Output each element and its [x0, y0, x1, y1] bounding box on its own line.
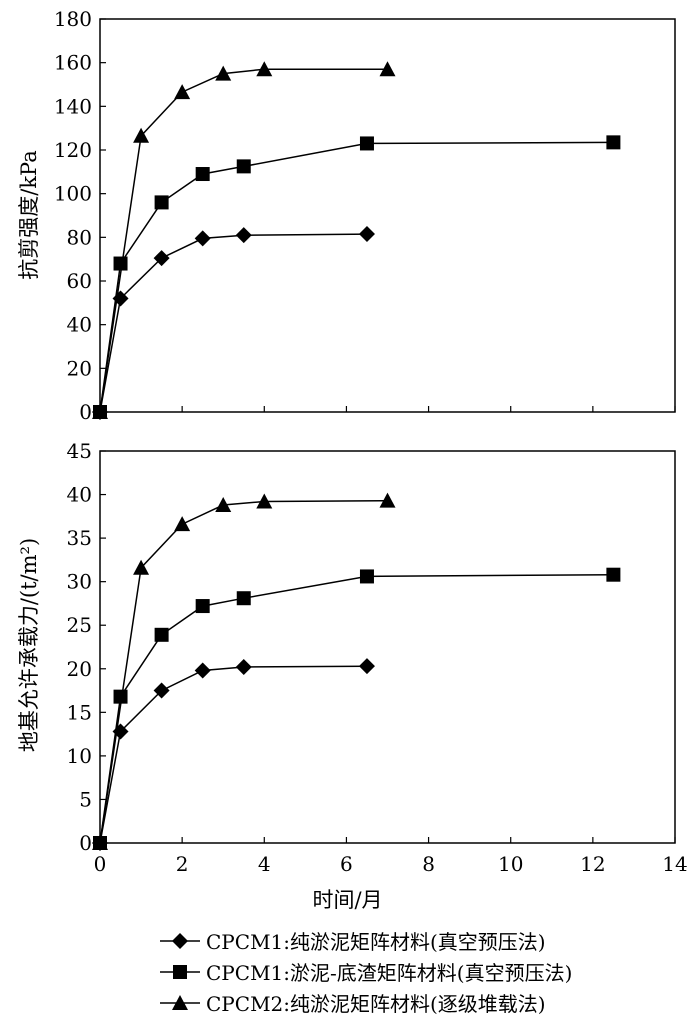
legend-label: CPCM1:纯淤泥矩阵材料(真空预压法) [206, 930, 546, 954]
y-tick-label: 40 [67, 313, 92, 337]
plot-frame-1 [99, 18, 676, 413]
data-point-square [154, 627, 169, 642]
x-tick-label: 6 [340, 852, 353, 876]
data-point-triangle [215, 497, 232, 513]
data-point-square [359, 136, 374, 151]
y-tick-label: 40 [67, 483, 92, 507]
legend-item-square: CPCM1:淤泥-底渣矩阵材料(真空预压法) [160, 956, 660, 987]
data-point-triangle [215, 65, 232, 81]
y-tick-label: 20 [67, 356, 92, 380]
series-line-triangle [99, 499, 388, 844]
data-point-triangle [92, 404, 108, 419]
x-tick-label: 8 [422, 852, 435, 876]
y-tick-label: 0 [79, 400, 92, 424]
data-point-square [236, 159, 251, 174]
data-point-diamond [235, 227, 252, 244]
data-point-diamond [194, 230, 211, 247]
data-point-diamond [194, 662, 211, 679]
y-axis-label: 抗剪强度/kPa [17, 150, 41, 280]
y-tick-label: 25 [67, 613, 92, 637]
legend-label: CPCM2:纯淤泥矩阵材料(逐级堆载法) [206, 992, 546, 1016]
legend-item-triangle: CPCM2:纯淤泥矩阵材料(逐级堆载法) [160, 987, 660, 1018]
y-tick-label: 10 [67, 744, 92, 768]
data-point-square [359, 569, 374, 584]
y-tick-label: 120 [54, 138, 92, 162]
data-point-triangle [174, 84, 191, 100]
series-line-diamond [99, 233, 368, 413]
x-tick-label: 10 [498, 852, 523, 876]
square-marker-icon [160, 964, 200, 979]
x-axis-label: 时间/月 [312, 888, 382, 912]
x-tick-label: 14 [662, 852, 687, 876]
data-point-diamond [235, 659, 252, 676]
data-point-square [606, 135, 621, 150]
y-tick-label: 60 [67, 269, 92, 293]
y-tick-label: 35 [67, 526, 92, 550]
data-point-triangle [379, 492, 396, 508]
y-tick-label: 15 [67, 700, 92, 724]
data-point-triangle [256, 61, 273, 77]
plot-frame-2 [99, 450, 676, 844]
x-tick-label: 2 [176, 852, 189, 876]
data-point-triangle [133, 127, 150, 143]
y-axis-label: 地基允许承载力/(t/m²) [17, 538, 41, 752]
y-tick-label: 180 [54, 7, 92, 31]
data-point-square [154, 195, 169, 210]
y-tick-label: 80 [67, 225, 92, 249]
data-point-triangle [174, 516, 191, 532]
data-point-square [195, 599, 210, 614]
data-point-triangle [133, 559, 150, 575]
y-tick-label: 140 [54, 94, 92, 118]
y-tick-label: 160 [54, 51, 92, 75]
series-line-diamond [99, 665, 368, 844]
data-point-triangle [379, 61, 396, 77]
data-point-square [113, 256, 128, 271]
x-tick-label: 0 [94, 852, 107, 876]
data-point-diamond [153, 682, 170, 699]
triangle-marker-icon [160, 994, 200, 1010]
data-point-diamond [358, 226, 375, 243]
series-line-square [99, 141, 614, 413]
data-point-square [236, 591, 251, 606]
y-tick-label: 0 [79, 831, 92, 855]
data-point-triangle [256, 493, 273, 509]
data-point-square [113, 689, 128, 704]
y-tick-label: 45 [67, 439, 92, 463]
series-line-square [99, 573, 614, 844]
x-tick-label: 4 [258, 852, 271, 876]
x-tick-label: 12 [580, 852, 605, 876]
y-tick-label: 30 [67, 570, 92, 594]
y-tick-label: 5 [79, 787, 92, 811]
data-point-square [195, 167, 210, 182]
data-point-triangle [92, 835, 108, 850]
data-point-diamond [358, 658, 375, 675]
legend-label: CPCM1:淤泥-底渣矩阵材料(真空预压法) [206, 961, 573, 985]
data-point-square [606, 567, 621, 582]
legend: CPCM1:纯淤泥矩阵材料(真空预压法) CPCM1:淤泥-底渣矩阵材料(真空预… [160, 925, 660, 1018]
y-tick-label: 20 [67, 657, 92, 681]
y-tick-label: 100 [54, 182, 92, 206]
data-point-diamond [153, 250, 170, 267]
diamond-marker-icon [160, 932, 200, 949]
series-line-triangle [99, 68, 388, 413]
legend-item-diamond: CPCM1:纯淤泥矩阵材料(真空预压法) [160, 925, 660, 956]
